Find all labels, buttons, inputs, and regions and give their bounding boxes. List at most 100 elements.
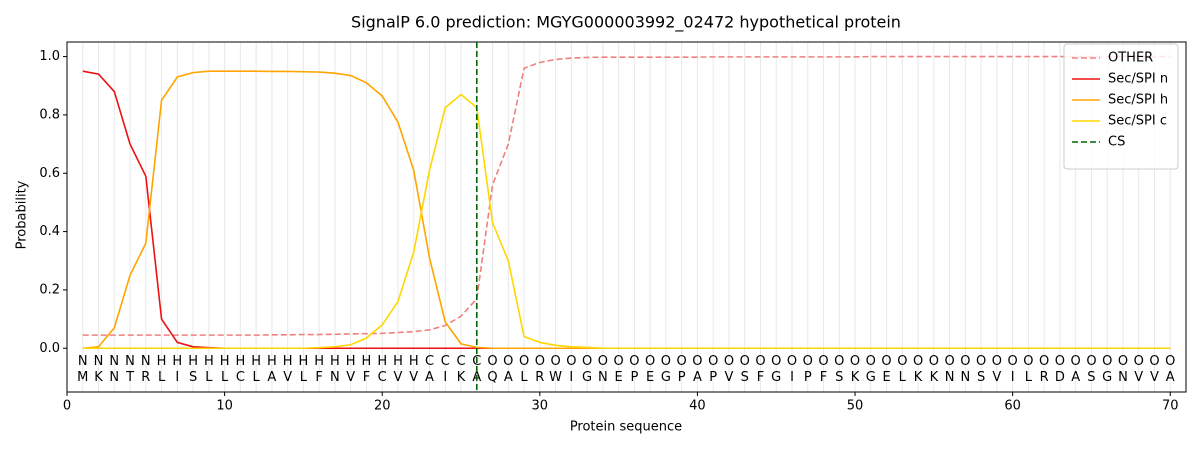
region-label: O xyxy=(614,354,624,369)
residue-label: F xyxy=(363,370,370,385)
legend-label: Sec/SPI n xyxy=(1108,72,1168,87)
residue-label: N xyxy=(598,370,608,385)
x-tick-label: 20 xyxy=(374,399,391,414)
y-tick-label: 0.8 xyxy=(39,107,60,122)
residue-label: G xyxy=(1102,370,1112,385)
residue-label: R xyxy=(1040,370,1049,385)
residue-label: A xyxy=(693,370,702,385)
residue-label: T xyxy=(125,370,134,385)
region-label: H xyxy=(267,354,277,369)
residue-label: S xyxy=(741,370,749,385)
region-label: H xyxy=(251,354,261,369)
residue-label: V xyxy=(1134,370,1143,385)
region-label: H xyxy=(204,354,214,369)
legend-box xyxy=(1063,43,1179,170)
residue-label: L xyxy=(899,370,907,385)
region-label: O xyxy=(1071,354,1081,369)
y-tick-label: 1.0 xyxy=(39,49,60,64)
region-label: C xyxy=(441,354,450,369)
residue-label: V xyxy=(346,370,355,385)
residue-label: G xyxy=(661,370,671,385)
region-label: O xyxy=(834,354,844,369)
residue-label: L xyxy=(205,370,213,385)
region-label: O xyxy=(535,354,545,369)
legend-label: OTHER xyxy=(1108,51,1153,66)
residue-label: V xyxy=(283,370,292,385)
region-label: O xyxy=(503,354,513,369)
region-label: H xyxy=(314,354,324,369)
region-label: O xyxy=(582,354,592,369)
legend-label: Sec/SPI c xyxy=(1108,114,1167,129)
region-label: O xyxy=(1102,354,1112,369)
region-label: H xyxy=(346,354,356,369)
residue-label: N xyxy=(960,370,970,385)
series-line xyxy=(82,70,1171,350)
residue-label: A xyxy=(267,370,276,385)
residue-label: M xyxy=(77,370,88,385)
residue-label: P xyxy=(804,370,812,385)
residue-label: I xyxy=(175,370,179,385)
region-label: O xyxy=(645,354,655,369)
region-label: H xyxy=(330,354,340,369)
region-label: H xyxy=(409,354,419,369)
region-label: N xyxy=(141,354,151,369)
residue-label: I xyxy=(1011,370,1015,385)
region-label: O xyxy=(1055,354,1065,369)
residue-label: P xyxy=(709,370,717,385)
residue-label: N xyxy=(330,370,340,385)
residue-label: P xyxy=(678,370,686,385)
series-line xyxy=(82,93,1171,350)
region-label: N xyxy=(78,354,88,369)
region-label: O xyxy=(944,354,954,369)
region-label: H xyxy=(362,354,372,369)
residue-label: K xyxy=(914,370,923,385)
residue-label: S xyxy=(1087,370,1095,385)
region-label: H xyxy=(235,354,245,369)
region-label: O xyxy=(897,354,907,369)
region-label: O xyxy=(881,354,891,369)
region-label: H xyxy=(188,354,198,369)
residue-label: V xyxy=(409,370,418,385)
residue-label: V xyxy=(992,370,1001,385)
region-label: O xyxy=(976,354,986,369)
region-label: C xyxy=(456,354,465,369)
residue-label: L xyxy=(300,370,308,385)
region-label: O xyxy=(708,354,718,369)
residue-label: C xyxy=(378,370,387,385)
region-label: N xyxy=(125,354,135,369)
residue-label: R xyxy=(535,370,544,385)
residue-label: S xyxy=(189,370,197,385)
region-label: O xyxy=(598,354,608,369)
region-label: H xyxy=(157,354,167,369)
region-label: O xyxy=(771,354,781,369)
residue-label: A xyxy=(1071,370,1080,385)
region-label: O xyxy=(818,354,828,369)
region-label: O xyxy=(1086,354,1096,369)
residue-label: L xyxy=(221,370,229,385)
region-label: O xyxy=(850,354,860,369)
residue-label: G xyxy=(771,370,781,385)
residue-label: E xyxy=(882,370,890,385)
x-tick-label: 50 xyxy=(847,399,864,414)
region-label: O xyxy=(487,354,497,369)
chart-title: SignalP 6.0 prediction: MGYG000003992_02… xyxy=(351,13,901,33)
residue-label: F xyxy=(757,370,764,385)
region-label: O xyxy=(960,354,970,369)
region-label: O xyxy=(787,354,797,369)
residue-label: L xyxy=(253,370,261,385)
residue-label: S xyxy=(835,370,843,385)
region-label: H xyxy=(283,354,293,369)
residue-label: C xyxy=(236,370,245,385)
residue-label: L xyxy=(1025,370,1033,385)
residue-label: D xyxy=(1055,370,1065,385)
residue-label: N xyxy=(945,370,955,385)
region-label: O xyxy=(755,354,765,369)
region-label: O xyxy=(1039,354,1049,369)
residue-label: L xyxy=(158,370,166,385)
residue-label: S xyxy=(977,370,985,385)
residue-label: N xyxy=(109,370,119,385)
region-label: O xyxy=(740,354,750,369)
legend-label: CS xyxy=(1108,135,1125,150)
residue-label: V xyxy=(394,370,403,385)
region-label: O xyxy=(519,354,529,369)
